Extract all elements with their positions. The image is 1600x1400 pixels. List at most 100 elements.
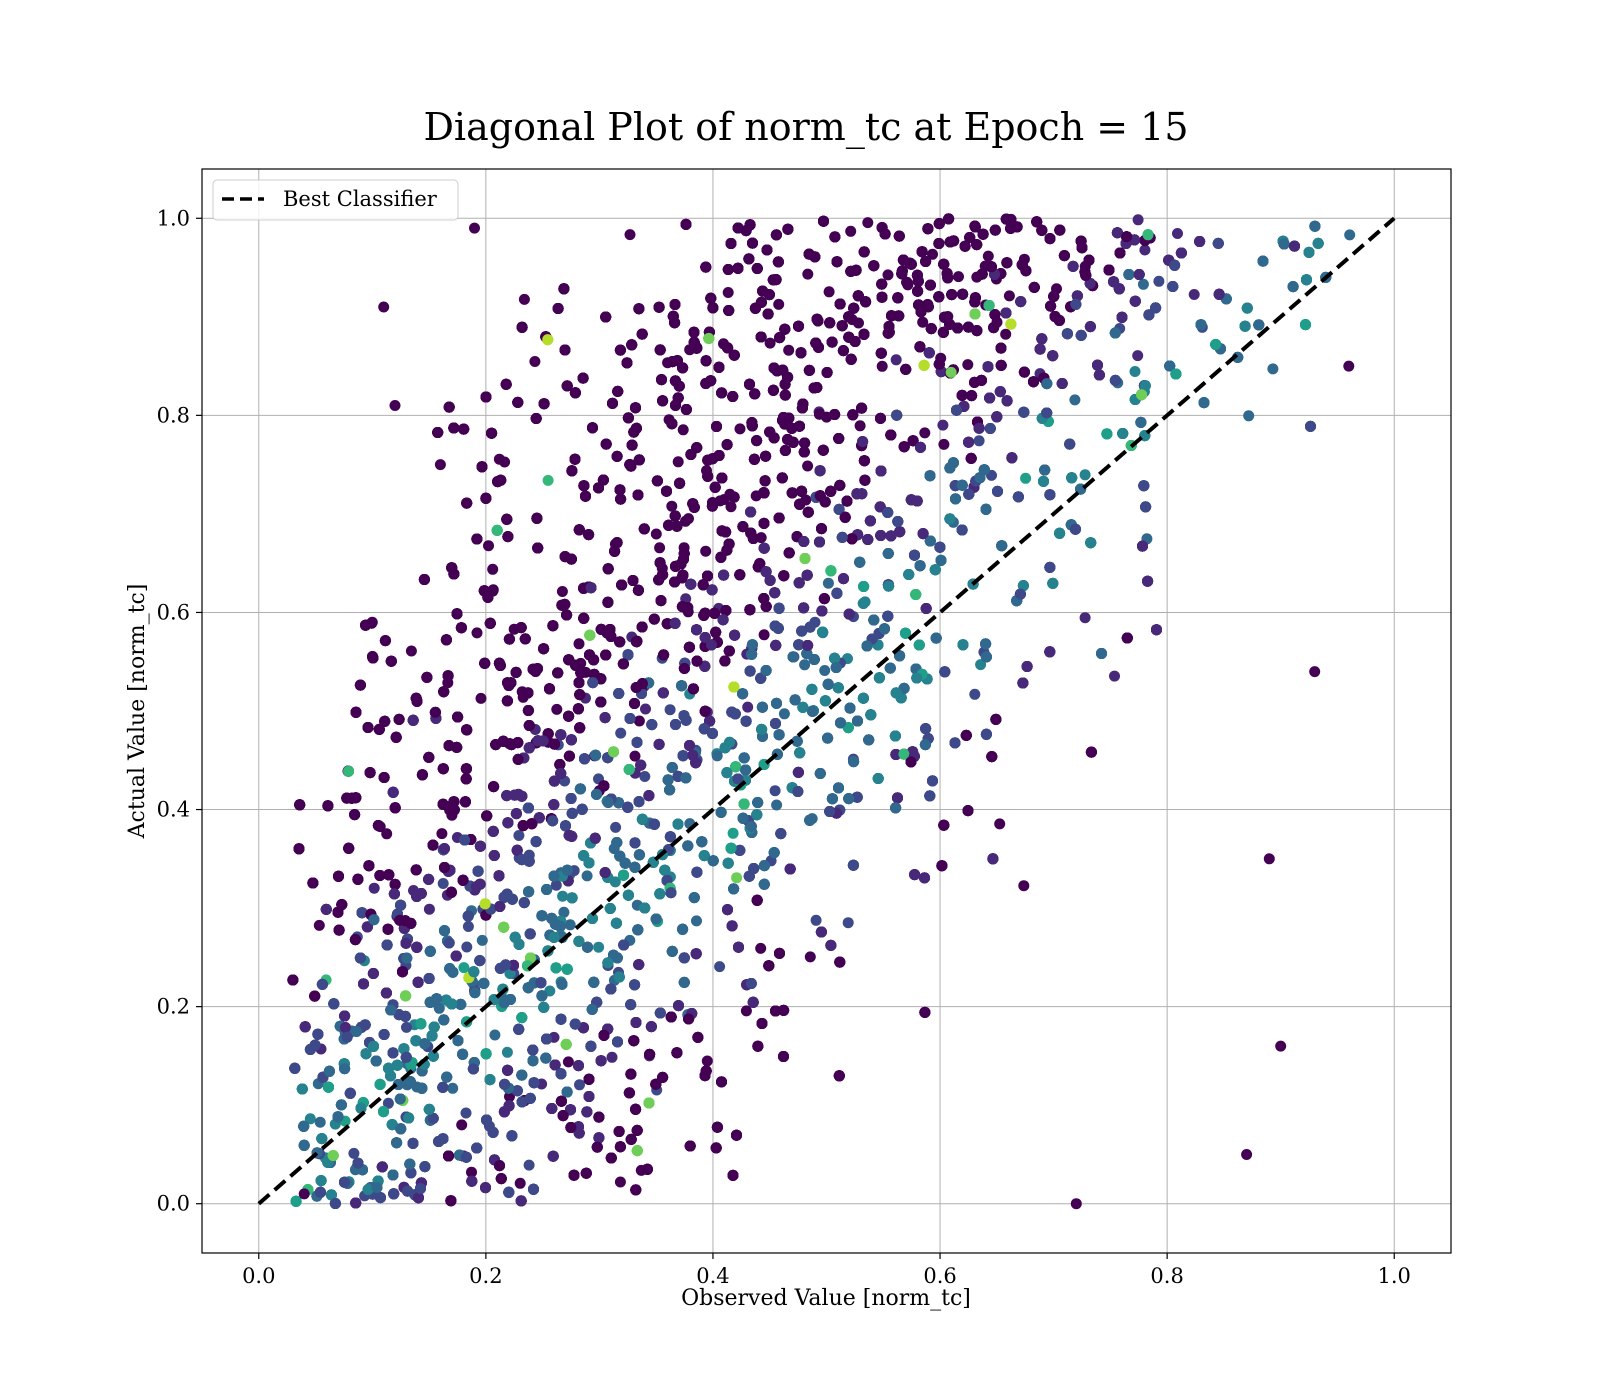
scatter-point: [727, 827, 739, 839]
scatter-point: [919, 427, 931, 439]
scatter-point: [460, 1107, 472, 1119]
scatter-point: [854, 420, 866, 432]
scatter-point: [542, 474, 554, 486]
scatter-point: [1129, 366, 1141, 377]
scatter-point: [953, 271, 964, 283]
scatter-point: [994, 818, 1006, 830]
scatter-point: [405, 645, 417, 657]
scatter-point: [1109, 670, 1120, 682]
scatter-point: [562, 1056, 574, 1068]
scatter-point: [714, 961, 726, 973]
scatter-point: [666, 500, 678, 512]
scatter-point: [489, 1029, 501, 1041]
scatter-point: [348, 1147, 360, 1159]
scatter-point: [304, 1113, 316, 1125]
scatter-point: [973, 435, 985, 447]
scatter-point: [544, 985, 556, 997]
scatter-point: [722, 287, 734, 298]
scatter-point: [529, 356, 541, 367]
scatter-point: [458, 962, 470, 974]
scatter-point: [701, 1055, 713, 1067]
scatter-point: [758, 629, 770, 641]
scatter-point: [734, 423, 746, 435]
scatter-point: [672, 456, 684, 468]
scatter-point: [1153, 275, 1165, 287]
scatter-point: [755, 942, 767, 954]
scatter-point: [650, 528, 662, 540]
scatter-point: [483, 540, 494, 552]
scatter-point: [802, 268, 814, 280]
scatter-point: [771, 799, 783, 811]
scatter-point: [731, 872, 743, 884]
scatter-point: [917, 316, 929, 328]
scatter-point: [1132, 350, 1144, 362]
scatter-point: [1000, 328, 1012, 340]
scatter-point: [493, 453, 505, 465]
scatter-point: [711, 750, 723, 762]
scatter-point: [551, 703, 563, 715]
scatter-point: [1020, 472, 1032, 484]
scatter-point: [969, 688, 981, 700]
scatter-point: [447, 1082, 459, 1094]
scatter-point: [504, 1091, 515, 1103]
scatter-point: [314, 1116, 326, 1128]
scatter-point: [962, 359, 974, 371]
scatter-point: [624, 229, 636, 241]
scatter-point: [804, 951, 816, 963]
scatter-point: [890, 354, 902, 366]
scatter-points: [287, 213, 1356, 1210]
scatter-point: [557, 890, 569, 902]
scatter-point: [573, 638, 585, 650]
scatter-point: [680, 515, 691, 527]
scatter-point: [1344, 229, 1356, 241]
scatter-point: [487, 563, 499, 575]
scatter-point: [975, 659, 987, 671]
scatter-point: [664, 704, 676, 716]
scatter-point: [677, 424, 689, 436]
scatter-point: [564, 919, 576, 931]
scatter-point: [556, 586, 568, 597]
scatter-point: [1139, 244, 1151, 256]
scatter-point: [381, 828, 393, 840]
scatter-point: [1069, 394, 1081, 406]
scatter-point: [629, 750, 641, 762]
scatter-point: [938, 438, 950, 450]
scatter-point: [574, 1079, 585, 1091]
scatter-point: [462, 921, 474, 932]
scatter-point: [614, 1176, 626, 1188]
scatter-point: [471, 627, 483, 639]
scatter-point: [615, 727, 627, 739]
scatter-point: [882, 269, 894, 281]
scatter-point: [514, 1177, 526, 1189]
scatter-point: [1188, 289, 1200, 300]
scatter-point: [610, 821, 622, 833]
scatter-point: [876, 360, 888, 372]
scatter-point: [783, 344, 795, 356]
scatter-point: [501, 1046, 513, 1058]
scatter-point: [700, 545, 712, 557]
scatter-point: [523, 1159, 535, 1171]
scatter-point: [456, 1119, 468, 1131]
scatter-point: [819, 665, 831, 676]
scatter-point: [518, 293, 530, 305]
scatter-point: [1003, 290, 1015, 302]
scatter-point: [513, 830, 525, 841]
scatter-point: [742, 701, 754, 713]
scatter-point: [368, 882, 380, 894]
scatter-point: [550, 879, 562, 891]
scatter-point: [769, 785, 781, 797]
scatter-point: [802, 460, 814, 472]
scatter-point: [633, 715, 645, 727]
scatter-point: [476, 934, 488, 946]
scatter-point: [778, 708, 790, 720]
scatter-point: [862, 217, 874, 229]
scatter-point: [423, 903, 435, 915]
scatter-point: [1243, 410, 1255, 422]
scatter-point: [1079, 612, 1091, 624]
scatter-point: [1132, 214, 1144, 226]
scatter-point: [822, 577, 834, 589]
scatter-point: [466, 1166, 477, 1178]
scatter-point: [382, 1097, 394, 1109]
scatter-point: [461, 941, 473, 953]
scatter-point: [639, 771, 651, 782]
